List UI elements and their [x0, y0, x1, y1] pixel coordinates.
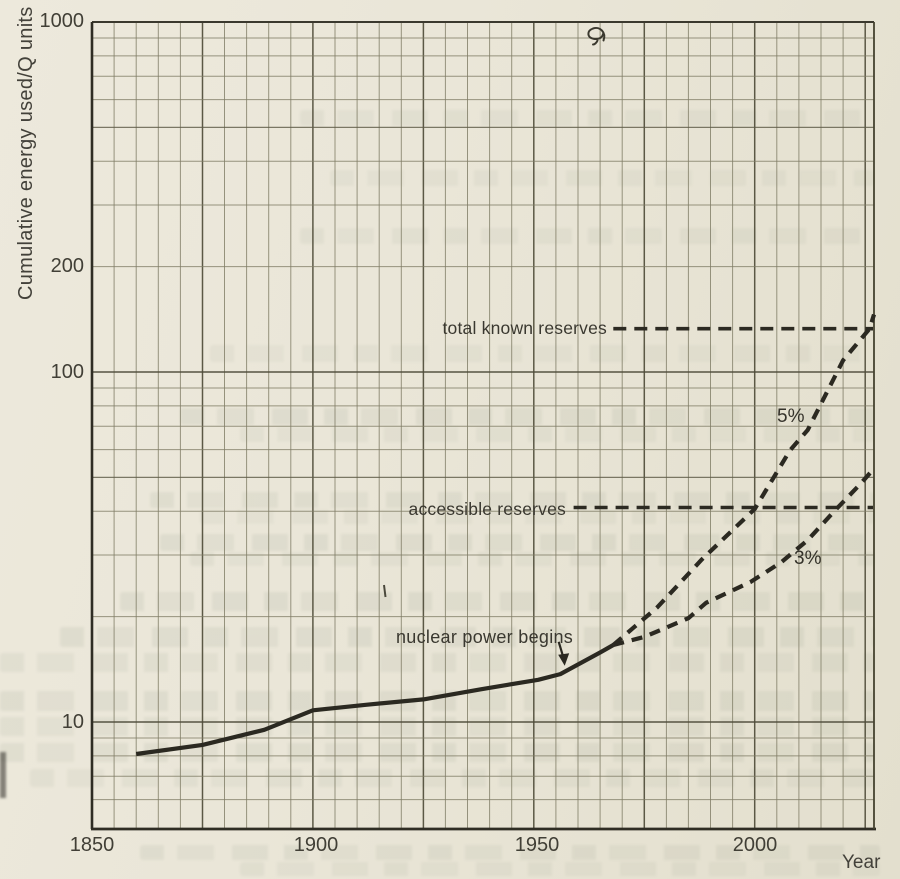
print-bleed-band: [140, 845, 880, 860]
x-tick-2000: 2000: [732, 834, 778, 856]
print-bleed-band: [180, 408, 874, 425]
stray-pen-mark: [383, 584, 387, 598]
print-bleed-band: [240, 862, 880, 876]
print-bleed-band: [200, 510, 874, 524]
print-bleed-band: [0, 653, 874, 672]
print-bleed-band: [240, 427, 874, 442]
y-tick-100: 100: [50, 361, 84, 383]
x-tick-1850: 1850: [69, 834, 115, 856]
y-tick-10: 10: [61, 711, 84, 733]
print-bleed-band: [210, 345, 874, 362]
print-bleed-band: [300, 110, 874, 126]
print-bleed-band: [30, 769, 874, 787]
y-tick-200: 200: [50, 255, 84, 277]
scan-edge-smudge: [0, 752, 6, 798]
historical-cumulative-energy-use-curve: [135, 643, 615, 757]
three-percent-curve-label: 3%: [794, 548, 822, 569]
pen-doodle-mark: [587, 26, 606, 46]
print-bleed-band: [0, 743, 874, 762]
x-tick-1950: 1950: [514, 834, 560, 856]
nuclear-power-begins-label: nuclear power begins: [396, 627, 574, 647]
three-percent-growth-projection-curve: [612, 467, 876, 648]
annotation-arrow-head: [558, 653, 570, 666]
print-bleed-band: [300, 228, 874, 244]
x-tick-1900: 1900: [293, 834, 339, 856]
accessible-reserves-label: accessible reserves: [408, 499, 566, 519]
y-tick-1000: 1000: [39, 10, 85, 32]
print-bleed-band: [330, 170, 874, 186]
print-bleed-band: [0, 691, 874, 711]
five-percent-growth-projection-curve: [611, 313, 877, 647]
print-bleed-band: [120, 592, 874, 611]
five-percent-curve-label: 5%: [777, 406, 805, 427]
print-bleed-band: [160, 534, 874, 551]
x-axis-title: Year: [842, 852, 881, 873]
total-known-reserves-label: total known reserves: [442, 318, 607, 338]
grid-lines: [92, 22, 874, 829]
plot-border: [90, 21, 876, 831]
